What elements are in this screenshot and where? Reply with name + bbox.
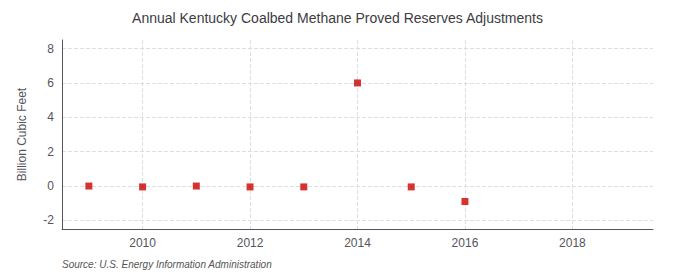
svg-text:0: 0	[47, 179, 54, 193]
svg-text:Annual Kentucky Coalbed Methan: Annual Kentucky Coalbed Methane Proved R…	[132, 10, 543, 26]
svg-text:6: 6	[47, 76, 54, 90]
svg-text:2010: 2010	[129, 236, 156, 250]
svg-text:2: 2	[47, 145, 54, 159]
svg-text:-2: -2	[43, 213, 54, 227]
svg-text:2012: 2012	[237, 236, 264, 250]
svg-text:2016: 2016	[452, 236, 479, 250]
svg-text:Billion Cubic Feet: Billion Cubic Feet	[15, 87, 29, 181]
svg-text:Source: U.S. Energy Informatio: Source: U.S. Energy Information Administ…	[62, 259, 272, 270]
svg-text:8: 8	[47, 42, 54, 56]
svg-text:4: 4	[47, 110, 54, 124]
svg-text:2014: 2014	[344, 236, 371, 250]
svg-text:2018: 2018	[559, 236, 586, 250]
